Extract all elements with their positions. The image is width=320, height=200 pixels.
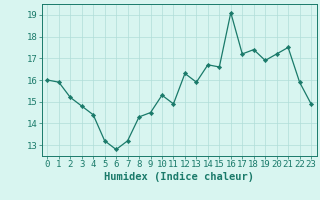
X-axis label: Humidex (Indice chaleur): Humidex (Indice chaleur) xyxy=(104,172,254,182)
